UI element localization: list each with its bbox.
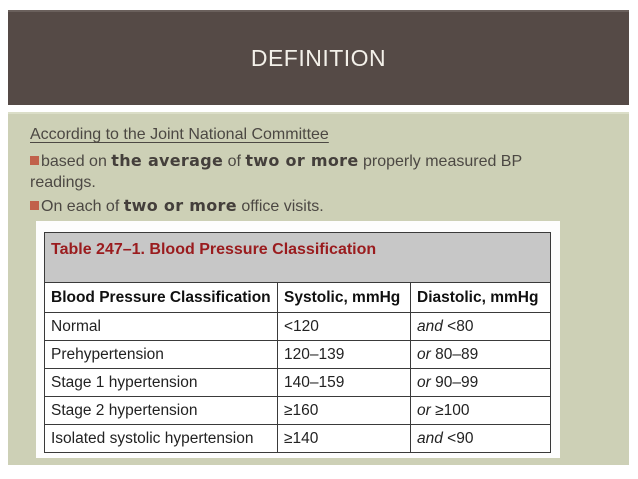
cell-systolic: <120	[277, 312, 411, 341]
slide-title: DEFINITION	[250, 45, 387, 71]
cell-diastolic: or 90–99	[409, 368, 552, 397]
table-title-row: Table 247–1. Blood Pressure Classificati…	[43, 232, 552, 283]
emphasis-text: the average	[111, 151, 224, 170]
cell-classification: Normal	[44, 312, 278, 341]
table-row: Prehypertension 120–139 or 80–89	[44, 340, 552, 369]
table-column-header: Diastolic, mmHg	[409, 282, 552, 313]
table-column-header: Systolic, mmHg	[277, 282, 411, 313]
body-text-block: According to the Joint National Committe…	[30, 124, 614, 217]
body-text: readings.	[30, 174, 96, 191]
diastolic-conjunction: or	[417, 345, 431, 363]
body-line: On each of two or more office visits.	[30, 195, 614, 217]
table-title: Table 247–1. Blood Pressure Classificati…	[43, 232, 552, 283]
diastolic-value: 90–99	[430, 373, 479, 391]
diastolic-conjunction: or	[417, 373, 431, 391]
square-bullet-icon	[30, 201, 39, 210]
cell-diastolic: or ≥100	[409, 396, 552, 425]
cell-systolic: 120–139	[277, 340, 411, 369]
diastolic-value: ≥100	[430, 401, 470, 419]
bp-classification-table: Table 247–1. Blood Pressure Classificati…	[43, 232, 552, 453]
diastolic-value: <80	[442, 317, 474, 335]
table-header-row: Blood Pressure Classification Systolic, m…	[44, 282, 552, 313]
body-heading: According to the Joint National Committe…	[30, 126, 329, 143]
diastolic-value: 80–89	[430, 345, 479, 363]
body-text: office visits.	[236, 198, 324, 215]
cell-systolic: ≥140	[277, 424, 411, 453]
cell-classification: Isolated systolic hypertension	[44, 424, 278, 453]
table-row: Stage 2 hypertension ≥160 or ≥100	[44, 396, 552, 425]
table-figure-panel: Table 247–1. Blood Pressure Classificati…	[36, 221, 560, 458]
diastolic-conjunction: and	[417, 317, 443, 335]
diastolic-conjunction: or	[417, 401, 431, 419]
body-text: based on	[41, 153, 112, 170]
body-line: readings.	[30, 172, 614, 193]
table-column-header: Blood Pressure Classification	[44, 282, 278, 313]
body-text: On each of	[41, 198, 124, 215]
cell-classification: Prehypertension	[44, 340, 278, 369]
cell-classification: Stage 1 hypertension	[44, 368, 278, 397]
body-text: properly measured BP	[358, 153, 523, 170]
cell-diastolic: and <80	[409, 312, 552, 341]
diastolic-conjunction: and	[417, 429, 443, 447]
diastolic-value: <90	[442, 429, 474, 447]
cell-diastolic: or 80–89	[409, 340, 552, 369]
table-row: Normal <120 and <80	[44, 312, 552, 341]
cell-classification: Stage 2 hypertension	[44, 396, 278, 425]
cell-diastolic: and <90	[409, 424, 552, 453]
square-bullet-icon	[30, 156, 39, 165]
body-lines: based on the average of two or more prop…	[30, 150, 614, 217]
emphasis-text: two or more	[245, 151, 359, 170]
cell-systolic: ≥160	[277, 396, 411, 425]
slide-title-banner: DEFINITION	[8, 10, 629, 105]
body-line: based on the average of two or more prop…	[30, 150, 614, 172]
table-row: Isolated systolic hypertension ≥140 and <9…	[44, 424, 552, 453]
table-row: Stage 1 hypertension 140–159 or 90–99	[44, 368, 552, 397]
body-text: of	[223, 153, 246, 170]
cell-systolic: 140–159	[277, 368, 411, 397]
emphasis-text: two or more	[123, 196, 237, 215]
